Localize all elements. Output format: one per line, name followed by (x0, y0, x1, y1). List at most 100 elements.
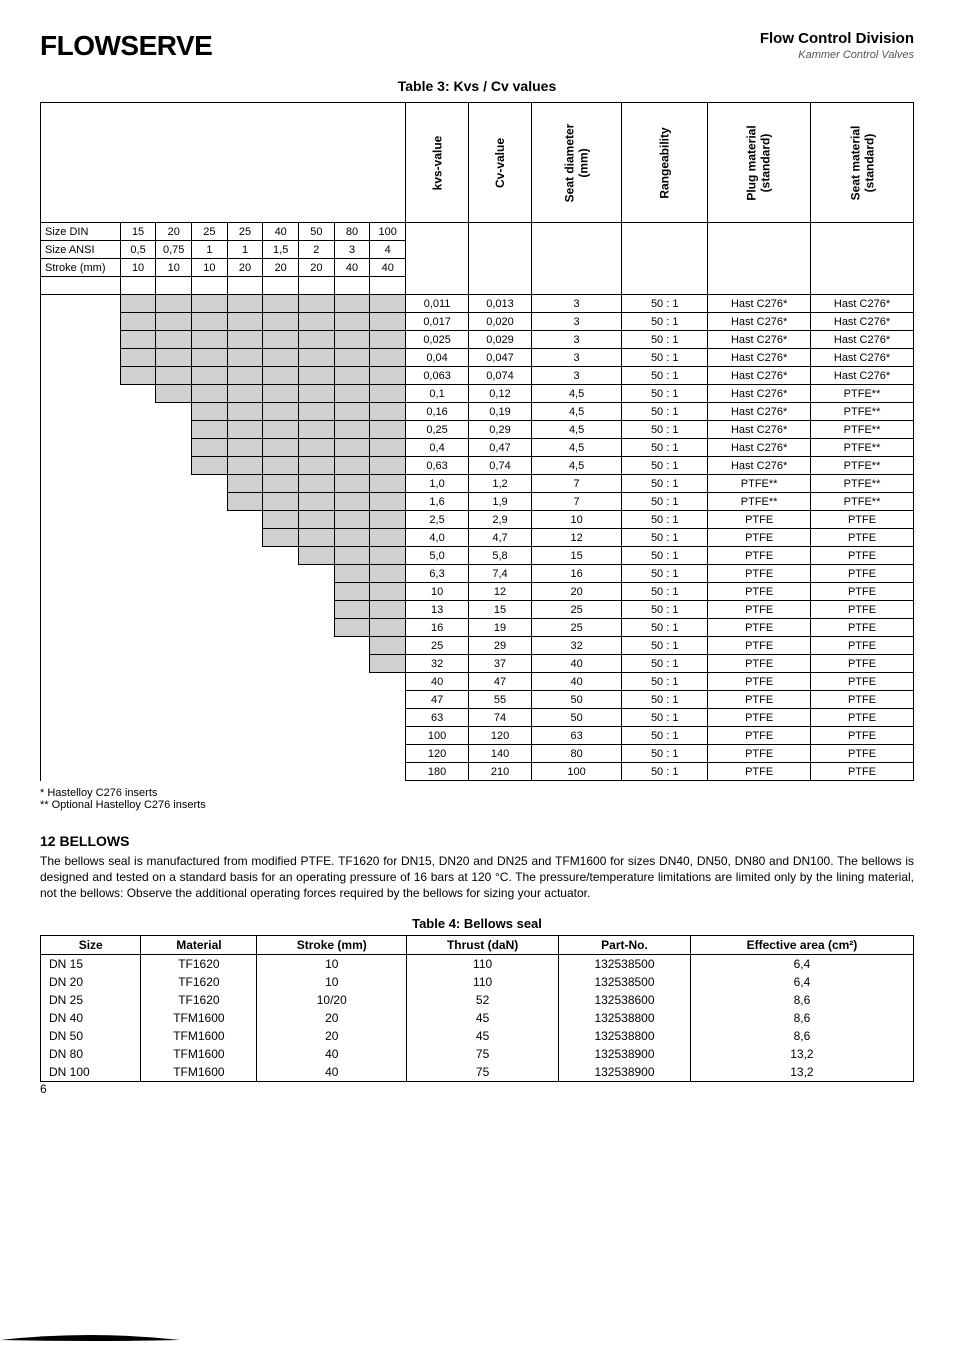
data-cell: PTFE (708, 583, 811, 601)
data-cell: 12 (531, 529, 621, 547)
data-cell: PTFE (708, 529, 811, 547)
data-cell: 0,011 (406, 295, 469, 313)
t4-cell: TFM1600 (141, 1063, 257, 1082)
data-cell: PTFE (811, 547, 914, 565)
size-cell: 0,75 (156, 241, 192, 259)
t4-cell: 75 (407, 1063, 559, 1082)
data-cell: 50 : 1 (622, 493, 708, 511)
data-cell: 100 (531, 763, 621, 781)
size-cell: 10 (156, 259, 192, 277)
t4-cell: 6,4 (690, 973, 913, 991)
data-cell: 50 : 1 (622, 367, 708, 385)
size-cell: 10 (192, 259, 228, 277)
t4-cell: TF1620 (141, 954, 257, 973)
data-cell: 50 : 1 (622, 709, 708, 727)
t4-cell: 132538500 (559, 954, 691, 973)
data-cell: 50 : 1 (622, 403, 708, 421)
data-cell: 16 (531, 565, 621, 583)
division-label: Flow Control Division (760, 30, 914, 47)
size-cell: 20 (263, 259, 299, 277)
data-cell: PTFE (811, 583, 914, 601)
column-header: Seat diameter(mm) (563, 123, 591, 202)
data-cell: 7 (531, 475, 621, 493)
page-header: FLOWSERVE Flow Control Division Kammer C… (40, 30, 914, 72)
t4-cell: DN 40 (41, 1009, 141, 1027)
data-cell: 7,4 (469, 565, 532, 583)
data-cell: 0,47 (469, 439, 532, 457)
data-cell: 210 (469, 763, 532, 781)
data-cell: 3 (531, 349, 621, 367)
data-cell: 15 (469, 601, 532, 619)
data-cell: 0,1 (406, 385, 469, 403)
data-cell: 50 : 1 (622, 511, 708, 529)
t4-cell: DN 20 (41, 973, 141, 991)
data-cell: 40 (531, 655, 621, 673)
data-cell: 7 (531, 493, 621, 511)
t4-cell: 40 (257, 1045, 407, 1063)
data-cell: 50 : 1 (622, 583, 708, 601)
size-cell: 0,5 (120, 241, 156, 259)
data-cell: 50 : 1 (622, 475, 708, 493)
data-cell: 50 (531, 709, 621, 727)
data-cell: 50 : 1 (622, 673, 708, 691)
data-cell: 5,8 (469, 547, 532, 565)
data-cell: 12 (469, 583, 532, 601)
t4-cell: 20 (257, 1027, 407, 1045)
column-header: Plug material(standard) (745, 125, 773, 200)
data-cell: Hast C276* (708, 295, 811, 313)
data-cell: 0,025 (406, 331, 469, 349)
data-cell: 4,5 (531, 385, 621, 403)
data-cell: Hast C276* (708, 367, 811, 385)
data-cell: 25 (531, 601, 621, 619)
data-cell: 74 (469, 709, 532, 727)
data-cell: 0,19 (469, 403, 532, 421)
t4-column-header: Thrust (daN) (407, 935, 559, 954)
data-cell: 47 (469, 673, 532, 691)
data-cell: 29 (469, 637, 532, 655)
data-cell: PTFE (811, 727, 914, 745)
data-cell: 50 (531, 691, 621, 709)
data-cell: PTFE (811, 655, 914, 673)
data-cell: Hast C276* (811, 295, 914, 313)
size-cell: 1,5 (263, 241, 299, 259)
table4-caption: Table 4: Bellows seal (40, 916, 914, 931)
data-cell: Hast C276* (708, 457, 811, 475)
data-cell: PTFE (811, 511, 914, 529)
logo-swoosh-icon (0, 1334, 180, 1346)
data-cell: 1,2 (469, 475, 532, 493)
t4-cell: TFM1600 (141, 1027, 257, 1045)
data-cell: 4,5 (531, 403, 621, 421)
t4-cell: 6,4 (690, 954, 913, 973)
data-cell: 50 : 1 (622, 601, 708, 619)
logo: FLOWSERVE (40, 30, 212, 72)
data-cell: 0,74 (469, 457, 532, 475)
size-cell: 40 (263, 223, 299, 241)
data-cell: PTFE (708, 673, 811, 691)
data-cell: PTFE (811, 637, 914, 655)
data-cell: 50 : 1 (622, 439, 708, 457)
data-cell: 50 : 1 (622, 763, 708, 781)
data-cell: PTFE (708, 547, 811, 565)
t4-column-header: Material (141, 935, 257, 954)
section12-heading: 12 BELLOWS (40, 833, 914, 849)
size-cell: 1 (192, 241, 228, 259)
data-cell: 10 (406, 583, 469, 601)
t4-cell: TFM1600 (141, 1009, 257, 1027)
data-cell: PTFE (708, 727, 811, 745)
t4-cell: DN 50 (41, 1027, 141, 1045)
data-cell: PTFE (708, 637, 811, 655)
data-cell: Hast C276* (811, 331, 914, 349)
data-cell: 50 : 1 (622, 421, 708, 439)
data-cell: 4,5 (531, 457, 621, 475)
data-cell: PTFE (708, 691, 811, 709)
t4-column-header: Stroke (mm) (257, 935, 407, 954)
data-cell: 80 (531, 745, 621, 763)
t4-cell: TFM1600 (141, 1045, 257, 1063)
data-cell: 47 (406, 691, 469, 709)
t4-cell: DN 15 (41, 954, 141, 973)
data-cell: 32 (406, 655, 469, 673)
data-cell: 50 : 1 (622, 385, 708, 403)
data-cell: 19 (469, 619, 532, 637)
t4-cell: 45 (407, 1009, 559, 1027)
data-cell: 0,047 (469, 349, 532, 367)
